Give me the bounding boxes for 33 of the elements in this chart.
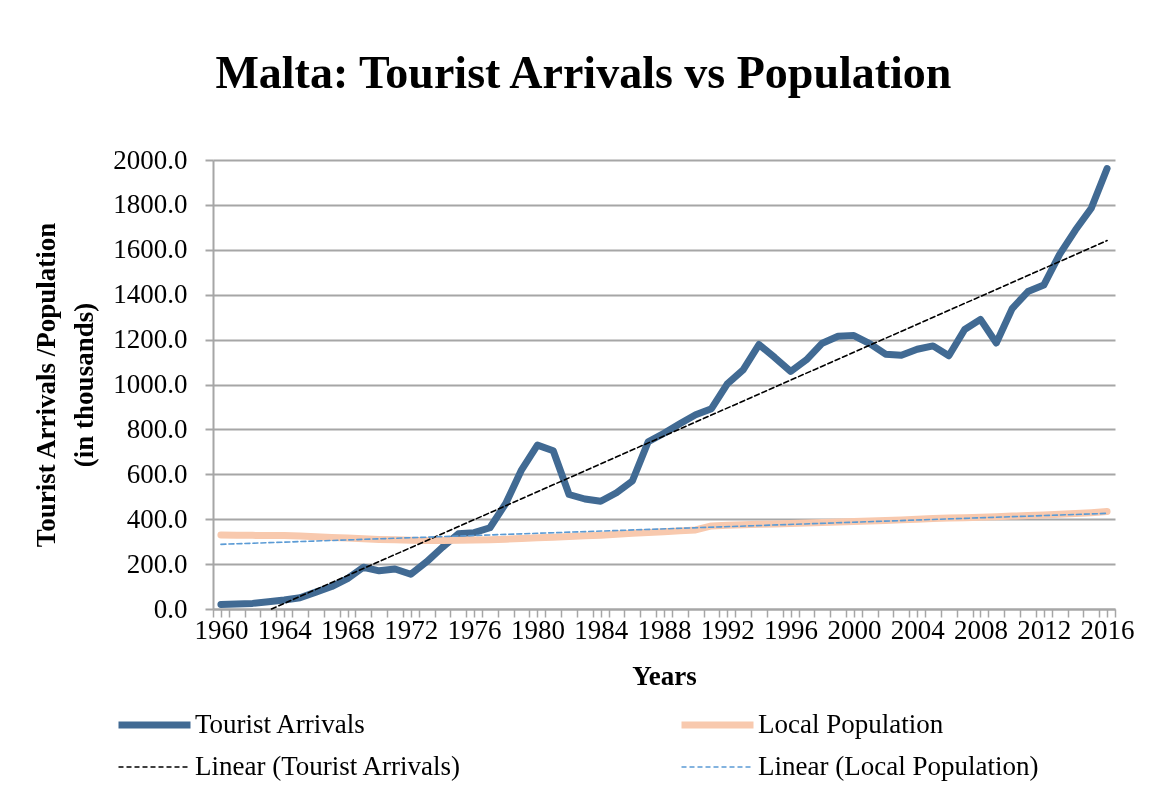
y-tick-label: 1200.0	[113, 324, 188, 355]
y-tick-label: 1600.0	[113, 234, 188, 265]
x-tick-label: 1992	[700, 614, 755, 645]
x-tick-label: 2000	[827, 614, 882, 645]
x-tick-label: 1972	[384, 614, 439, 645]
legend-label: Linear (Local Population)	[758, 751, 1039, 781]
y-tick-label: 800.0	[126, 413, 188, 444]
chart-title: Malta: Tourist Arrivals vs Population	[215, 47, 952, 98]
x-tick-label: 1960	[194, 614, 249, 645]
x-tick-label: 2008	[953, 614, 1008, 645]
y-tick-label: 600.0	[126, 458, 188, 489]
x-tick-label: 2012	[1017, 614, 1072, 645]
y-tick-label: 200.0	[126, 548, 188, 579]
legend-label: Linear (Tourist Arrivals)	[195, 751, 461, 781]
x-axis-title: Years	[632, 660, 697, 691]
x-tick-label: 1968	[321, 614, 376, 645]
y-tick-label: 1000.0	[113, 369, 188, 399]
x-tick-label: 1980	[510, 614, 565, 645]
y-tick-label: 0.0	[153, 593, 188, 624]
y-tick-label: 1400.0	[113, 279, 188, 310]
y-tick-label: 1800.0	[113, 189, 188, 220]
legend-label: Local Population	[758, 709, 944, 739]
x-tick-label: 1996	[764, 614, 819, 645]
x-tick-label: 1976	[447, 614, 502, 645]
x-tick-label: 2004	[890, 614, 946, 645]
x-tick-label: 1988	[637, 614, 692, 645]
legend-label: Tourist Arrivals	[195, 709, 365, 739]
x-tick-label: 1984	[574, 614, 629, 645]
y-tick-label: 400.0	[126, 503, 188, 534]
x-tick-label: 1964	[257, 614, 313, 645]
x-tick-label: 2016	[1080, 614, 1135, 645]
y-axis-title: Tourist Arrivals /Population (in thousands)	[31, 222, 100, 548]
y-tick-label: 2000.0	[113, 144, 188, 175]
